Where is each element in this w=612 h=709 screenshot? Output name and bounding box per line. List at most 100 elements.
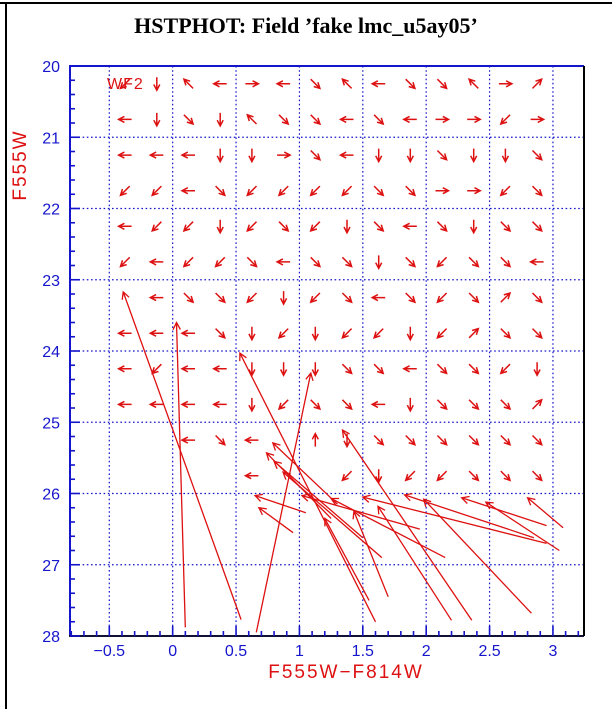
quiver-arrow	[531, 434, 543, 446]
quiver-arrow	[530, 115, 546, 124]
quiver-arrow	[468, 363, 480, 375]
quiver-arrow	[309, 221, 321, 233]
quiver-arrow	[343, 219, 351, 235]
quiver-arrow	[119, 185, 131, 197]
quiver-arrow	[116, 115, 132, 124]
quiver-arrow	[500, 470, 512, 482]
quiver-arrow	[406, 148, 414, 164]
quiver-arrow	[246, 185, 258, 197]
quiver-arrow	[277, 151, 292, 159]
quiver-arrow	[499, 114, 511, 126]
x-tick-label: 0	[168, 643, 177, 660]
quiver-arrow	[405, 78, 417, 90]
quiver-arrow	[501, 148, 510, 164]
quiver-arrow	[531, 78, 543, 89]
quiver-arrow	[436, 78, 448, 90]
long-displacement-arrow	[460, 495, 547, 527]
quiver-arrow	[180, 151, 195, 159]
quiver-arrow	[467, 78, 479, 89]
quiver-arrow	[180, 436, 195, 444]
quiver-arrow	[212, 365, 227, 373]
quiver-arrow	[116, 400, 132, 409]
quiver-arrow	[533, 362, 541, 377]
quiver-arrow	[310, 256, 322, 268]
quiver-arrow	[151, 185, 162, 197]
quiver-arrow	[148, 329, 164, 337]
quiver-arrow	[212, 80, 227, 88]
quiver-arrow	[528, 258, 544, 266]
quiver-arrow	[531, 221, 543, 233]
quiver-arrow	[180, 400, 195, 409]
quiver-arrow	[214, 256, 226, 268]
quiver-arrow	[277, 185, 289, 197]
long-displacement-arrow	[257, 506, 294, 534]
x-tick-label: 1	[295, 643, 304, 660]
quiver-arrow	[500, 434, 512, 446]
quiver-arrow	[531, 292, 543, 304]
quiver-arrow	[500, 399, 512, 411]
quiver-arrow	[246, 256, 258, 268]
quiver-arrow	[246, 292, 258, 304]
quiver-arrow	[406, 326, 414, 342]
quiver-arrow	[216, 148, 224, 164]
quiver-arrow	[436, 328, 448, 339]
quiver-arrow	[183, 292, 195, 304]
quiver-arrow	[499, 363, 511, 375]
quiver-arrow	[370, 80, 386, 88]
quiver-arrow	[151, 221, 162, 233]
quiver-arrow	[212, 400, 227, 409]
quiver-arrow	[531, 328, 543, 339]
y-tick-label: 22	[42, 202, 60, 219]
plot-title: HSTPHOT: Field ’fake lmc_u5ay05’	[134, 13, 478, 38]
quiver-arrow	[373, 434, 385, 446]
quiver-arrow	[309, 292, 321, 304]
quiver-arrow	[338, 151, 354, 159]
quiver-arrow	[153, 77, 161, 92]
window-border-left	[5, 2, 7, 709]
quiver-arrow	[153, 112, 161, 128]
long-displacement-arrow	[324, 517, 370, 601]
quiver-arrow	[279, 362, 288, 377]
x-tick-label: 2	[422, 643, 431, 660]
quiver-arrow	[245, 80, 261, 88]
quiver-arrow	[435, 187, 451, 195]
quiver-arrow	[243, 472, 259, 480]
quiver-arrow	[216, 219, 224, 235]
quiver-arrow	[436, 363, 448, 375]
quiver-arrow	[404, 470, 416, 482]
quiver-arrow	[119, 256, 131, 268]
quiver-arrow	[309, 185, 321, 197]
y-tick-label: 28	[42, 629, 60, 646]
quiver-arrow	[116, 329, 132, 337]
long-displacement-arrow	[329, 497, 446, 559]
quiver-arrow	[470, 148, 478, 164]
quiver-arrow	[435, 115, 451, 124]
long-displacement-arrow	[172, 321, 186, 628]
long-displacement-arrow	[484, 501, 560, 552]
quiver-arrow	[341, 256, 353, 268]
quiver-arrow	[470, 219, 478, 235]
quiver-arrow	[215, 185, 226, 197]
quiver-arrow	[248, 397, 256, 413]
long-displacement-arrow	[271, 441, 338, 505]
quiver-arrow	[436, 256, 448, 268]
quiver-arrow	[148, 293, 164, 302]
long-displacement-arrow	[281, 471, 383, 559]
quiver-arrow	[246, 113, 258, 125]
quiver-arrow	[116, 151, 132, 159]
x-axis-title: F555W−F814W	[268, 662, 424, 683]
x-tick-label: −0.5	[93, 643, 125, 660]
quiver-arrow	[468, 470, 480, 482]
quiver-arrow	[500, 256, 512, 268]
y-tick-label: 27	[42, 558, 60, 575]
quiver-arrow	[341, 185, 353, 197]
long-displacement-arrow	[352, 509, 389, 598]
quiver-arrow	[341, 292, 353, 304]
x-tick-label: 3	[548, 643, 557, 660]
quiver-arrow	[311, 431, 319, 447]
quiver-arrow	[148, 151, 164, 159]
quiver-arrow	[500, 328, 512, 339]
x-tick-label: 2.5	[478, 643, 500, 660]
quiver-arrow	[405, 434, 417, 446]
